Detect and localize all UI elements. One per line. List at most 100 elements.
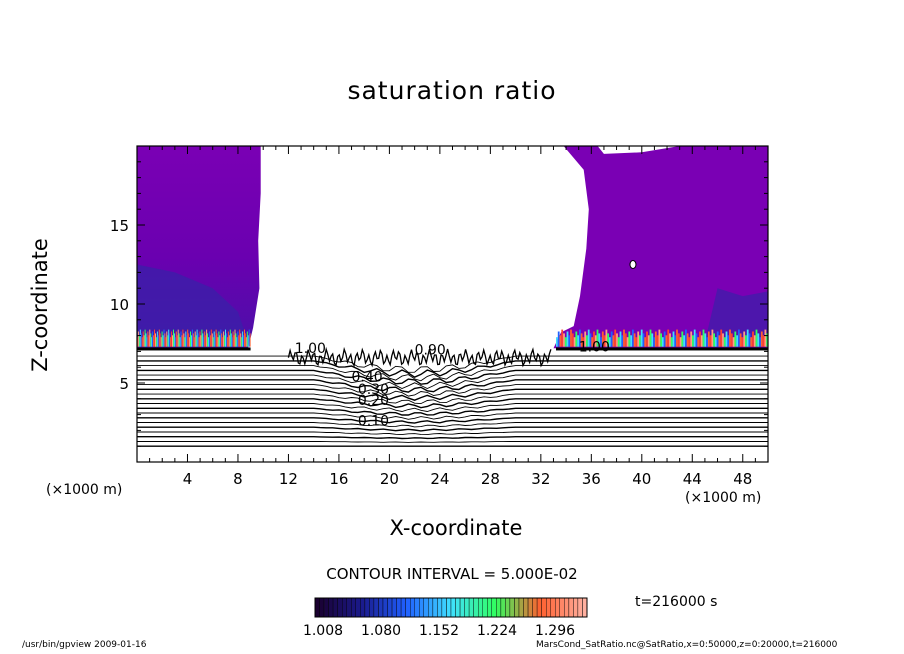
saturation-field [137, 146, 768, 351]
band-cell [201, 329, 203, 347]
band-cell [653, 337, 655, 347]
y-tick-label: 10 [110, 296, 129, 314]
band-cell [158, 329, 160, 347]
band-cell [228, 335, 230, 347]
x-tick-label: 44 [683, 470, 702, 488]
band-cell [617, 337, 620, 347]
band-cell [718, 335, 721, 347]
band-cell [208, 331, 210, 347]
band-cell [187, 329, 189, 347]
x-tick-label: 36 [582, 470, 601, 488]
contour-line [137, 412, 768, 420]
band-cell [693, 329, 696, 347]
footer-program: /usr/bin/gpview 2009-01-16 [22, 640, 147, 650]
band-cell [601, 331, 604, 347]
band-cell [573, 337, 576, 347]
band-cell [685, 329, 687, 347]
band-cell [577, 335, 579, 347]
band-cell [248, 329, 250, 347]
colorbar-cell [360, 597, 365, 618]
band-cell [697, 337, 700, 347]
colorbar-cell [550, 597, 556, 618]
band-cell [584, 331, 587, 347]
band-cell [169, 333, 171, 347]
x-tick-label: 4 [183, 470, 193, 488]
band-cell [670, 337, 673, 347]
band-cell [205, 335, 207, 347]
band-cell [224, 335, 226, 347]
band-cell [683, 335, 685, 347]
colorbar-cell [468, 597, 474, 618]
band-cell [730, 333, 733, 347]
colorbar-cell [464, 597, 470, 618]
band-cell [218, 331, 220, 347]
band-cell [176, 335, 178, 347]
colorbar-cell [505, 597, 511, 618]
band-cell [150, 333, 152, 347]
band-cell [155, 333, 156, 347]
colorbar-cell [342, 597, 347, 618]
band-cell [556, 337, 558, 347]
band-cell [745, 335, 747, 347]
band-cell [570, 329, 572, 347]
colorbar-cell [455, 597, 461, 618]
colorbar-cell [323, 597, 329, 618]
contour-labels: 0.10 0.200.300.40 1.00 1.00 0.90 [295, 339, 610, 429]
colorbar-cell [364, 597, 370, 618]
contour-line [137, 422, 768, 428]
band-cell [667, 329, 670, 347]
band-cell [621, 335, 624, 347]
x-tick-label: 40 [632, 470, 651, 488]
band-cell [225, 329, 226, 347]
band-cell [156, 331, 158, 347]
x-tick-label: 20 [380, 470, 399, 488]
band-cell [171, 331, 173, 347]
colorbar-label: 1.296 [535, 623, 575, 639]
band-cell [202, 333, 204, 347]
band-cell [192, 333, 194, 347]
band-cell [217, 337, 219, 347]
colorbar-cell [332, 597, 338, 618]
band-cell [242, 331, 244, 347]
band-cell [145, 333, 147, 347]
band-cell [713, 333, 715, 347]
contour-label: 1.00 [295, 341, 326, 357]
band-cell [692, 335, 694, 347]
band-cell [183, 333, 185, 347]
band-cell [727, 335, 730, 347]
band-cell [172, 335, 173, 347]
subregion-right [704, 288, 768, 342]
contour-line [137, 403, 768, 412]
x-axis-label: X-coordinate [389, 516, 523, 540]
band-cell [191, 329, 193, 347]
band-cell [738, 329, 740, 347]
colorbar-cell [432, 597, 438, 618]
band-cell [568, 335, 571, 347]
band-cell [189, 337, 191, 347]
contour-line [137, 407, 768, 416]
contour-lines [137, 346, 768, 447]
band-cell [236, 337, 238, 347]
band-cell [239, 329, 241, 347]
band-cell [151, 337, 153, 347]
band-cell [561, 329, 564, 347]
colorbar-cell [423, 597, 429, 618]
band-cell [760, 331, 763, 347]
colorbar-cell [346, 597, 352, 618]
band-cell [237, 331, 239, 347]
band-cell [607, 333, 609, 347]
x-tick-label: 48 [733, 470, 752, 488]
band-cell [715, 337, 717, 347]
band-cell [160, 337, 162, 347]
band-cell [188, 333, 190, 347]
colorbar-cell [441, 597, 447, 618]
colorbar-cell [410, 597, 415, 618]
colorbar-cell [532, 597, 538, 618]
band-cell [208, 337, 209, 347]
band-cell [686, 333, 689, 347]
band-cell [658, 329, 661, 347]
band-cell [199, 331, 201, 347]
band-cell [185, 331, 187, 347]
band-cell [612, 335, 615, 347]
band-cell [148, 335, 150, 347]
